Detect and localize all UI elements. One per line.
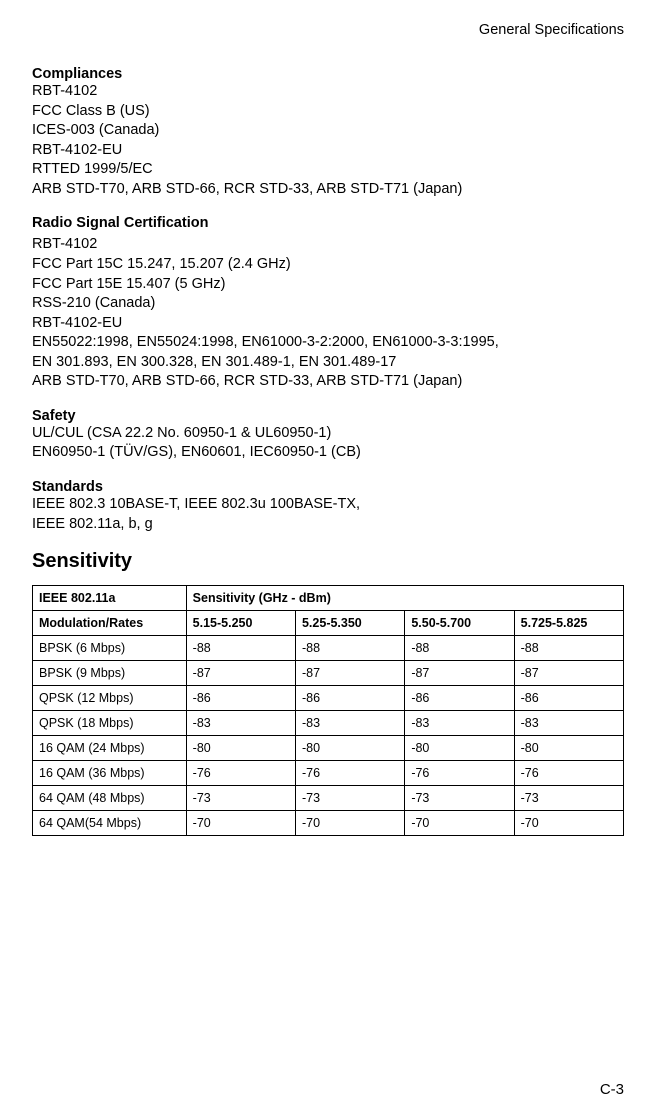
table-cell-val: -88 bbox=[514, 636, 623, 661]
table-cell-val: -88 bbox=[186, 636, 295, 661]
table-cell-val: -83 bbox=[295, 711, 404, 736]
safety-line: UL/CUL (CSA 22.2 No. 60950-1 & UL60950-1… bbox=[32, 424, 624, 444]
table-row: BPSK (6 Mbps) -88 -88 -88 -88 bbox=[33, 636, 624, 661]
radio-block: Radio Signal Certification RBT-4102 FCC … bbox=[32, 215, 624, 392]
table-cell-val: -80 bbox=[295, 736, 404, 761]
table-cell-val: -88 bbox=[405, 636, 514, 661]
table-cell-mod: 64 QAM (48 Mbps) bbox=[33, 786, 187, 811]
safety-block: Safety UL/CUL (CSA 22.2 No. 60950-1 & UL… bbox=[32, 408, 624, 463]
table-cell-val: -88 bbox=[295, 636, 404, 661]
safety-line: EN60950-1 (TÜV/GS), EN60601, IEC60950-1 … bbox=[32, 443, 624, 463]
table-cell-val: -83 bbox=[405, 711, 514, 736]
standards-block: Standards IEEE 802.3 10BASE-T, IEEE 802.… bbox=[32, 479, 624, 534]
table-row: QPSK (18 Mbps) -83 -83 -83 -83 bbox=[33, 711, 624, 736]
compliances-title: Compliances bbox=[32, 66, 624, 82]
table-row: 64 QAM(54 Mbps) -70 -70 -70 -70 bbox=[33, 811, 624, 836]
table-cell-val: -86 bbox=[405, 686, 514, 711]
radio-line: RSS-210 (Canada) bbox=[32, 294, 624, 314]
page-header-right: General Specifications bbox=[32, 22, 624, 38]
table-cell-mod: 16 QAM (36 Mbps) bbox=[33, 761, 187, 786]
table-cell-val: -70 bbox=[514, 811, 623, 836]
standards-line: IEEE 802.11a, b, g bbox=[32, 515, 624, 535]
table-cell-val: -86 bbox=[295, 686, 404, 711]
table-cell-val: -87 bbox=[405, 661, 514, 686]
table-header-band: 5.25-5.350 bbox=[295, 611, 404, 636]
table-header-ieee: IEEE 802.11a bbox=[33, 586, 187, 611]
compliances-line: ICES-003 (Canada) bbox=[32, 121, 624, 141]
radio-title: Radio Signal Certification bbox=[32, 215, 624, 231]
table-cell-val: -80 bbox=[405, 736, 514, 761]
table-cell-val: -86 bbox=[514, 686, 623, 711]
table-header-band: 5.15-5.250 bbox=[186, 611, 295, 636]
table-row: 64 QAM (48 Mbps) -73 -73 -73 -73 bbox=[33, 786, 624, 811]
table-cell-val: -76 bbox=[186, 761, 295, 786]
sensitivity-table: IEEE 802.11a Sensitivity (GHz - dBm) Mod… bbox=[32, 585, 624, 836]
table-cell-val: -70 bbox=[405, 811, 514, 836]
table-cell-mod: BPSK (9 Mbps) bbox=[33, 661, 187, 686]
table-cell-val: -73 bbox=[405, 786, 514, 811]
radio-line: RBT-4102 bbox=[32, 235, 624, 255]
table-cell-val: -87 bbox=[295, 661, 404, 686]
table-cell-mod: 64 QAM(54 Mbps) bbox=[33, 811, 187, 836]
compliances-line: FCC Class B (US) bbox=[32, 102, 624, 122]
table-cell-val: -86 bbox=[186, 686, 295, 711]
table-cell-val: -80 bbox=[514, 736, 623, 761]
standards-title: Standards bbox=[32, 479, 624, 495]
radio-line: ARB STD-T70, ARB STD-66, RCR STD-33, ARB… bbox=[32, 372, 624, 392]
table-cell-val: -70 bbox=[295, 811, 404, 836]
table-row: QPSK (12 Mbps) -86 -86 -86 -86 bbox=[33, 686, 624, 711]
table-cell-val: -80 bbox=[186, 736, 295, 761]
radio-line: RBT-4102-EU bbox=[32, 314, 624, 334]
radio-line: FCC Part 15E 15.407 (5 GHz) bbox=[32, 275, 624, 295]
table-cell-val: -73 bbox=[514, 786, 623, 811]
table-row: BPSK (9 Mbps) -87 -87 -87 -87 bbox=[33, 661, 624, 686]
table-cell-mod: 16 QAM (24 Mbps) bbox=[33, 736, 187, 761]
safety-title: Safety bbox=[32, 408, 624, 424]
table-cell-val: -76 bbox=[514, 761, 623, 786]
table-row: 16 QAM (36 Mbps) -76 -76 -76 -76 bbox=[33, 761, 624, 786]
compliances-line: ARB STD-T70, ARB STD-66, RCR STD-33, ARB… bbox=[32, 180, 624, 200]
table-cell-val: -87 bbox=[186, 661, 295, 686]
table-cell-val: -83 bbox=[186, 711, 295, 736]
table-cell-val: -73 bbox=[295, 786, 404, 811]
table-cell-val: -76 bbox=[295, 761, 404, 786]
radio-line: EN 301.893, EN 300.328, EN 301.489-1, EN… bbox=[32, 353, 624, 373]
page-number: C-3 bbox=[600, 1081, 624, 1098]
table-header-row-2: Modulation/Rates 5.15-5.250 5.25-5.350 5… bbox=[33, 611, 624, 636]
standards-line: IEEE 802.3 10BASE-T, IEEE 802.3u 100BASE… bbox=[32, 495, 624, 515]
table-header-band: 5.50-5.700 bbox=[405, 611, 514, 636]
table-cell-val: -83 bbox=[514, 711, 623, 736]
table-cell-mod: QPSK (18 Mbps) bbox=[33, 711, 187, 736]
table-cell-mod: QPSK (12 Mbps) bbox=[33, 686, 187, 711]
table-header-row-1: IEEE 802.11a Sensitivity (GHz - dBm) bbox=[33, 586, 624, 611]
compliances-line: RBT-4102-EU bbox=[32, 141, 624, 161]
compliances-line: RBT-4102 bbox=[32, 82, 624, 102]
table-cell-val: -76 bbox=[405, 761, 514, 786]
table-cell-val: -70 bbox=[186, 811, 295, 836]
table-header-band: 5.725-5.825 bbox=[514, 611, 623, 636]
radio-line: EN55022:1998, EN55024:1998, EN61000-3-2:… bbox=[32, 333, 624, 353]
table-header-modrates: Modulation/Rates bbox=[33, 611, 187, 636]
table-header-sens: Sensitivity (GHz - dBm) bbox=[186, 586, 623, 611]
table-cell-mod: BPSK (6 Mbps) bbox=[33, 636, 187, 661]
compliances-line: RTTED 1999/5/EC bbox=[32, 160, 624, 180]
sensitivity-heading: Sensitivity bbox=[32, 550, 624, 573]
table-row: 16 QAM (24 Mbps) -80 -80 -80 -80 bbox=[33, 736, 624, 761]
table-cell-val: -87 bbox=[514, 661, 623, 686]
compliances-block: Compliances RBT-4102 FCC Class B (US) IC… bbox=[32, 66, 624, 199]
radio-line: FCC Part 15C 15.247, 15.207 (2.4 GHz) bbox=[32, 255, 624, 275]
table-cell-val: -73 bbox=[186, 786, 295, 811]
